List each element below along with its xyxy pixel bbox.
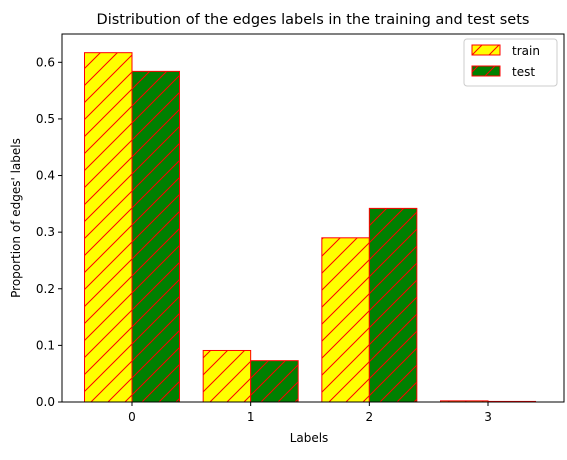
legend-label: train (512, 44, 540, 58)
bar-hatch (250, 360, 299, 403)
y-tick-label: 0.2 (36, 282, 55, 296)
bar-hatch (202, 349, 252, 403)
chart-title: Distribution of the edges labels in the … (97, 12, 530, 28)
y-axis-label: Proportion of edges' labels (9, 138, 23, 298)
x-axis-label: Labels (290, 431, 329, 445)
legend-item-test: test (471, 65, 535, 79)
bar-hatch (321, 237, 370, 403)
x-tick-label: 1 (247, 410, 255, 424)
x-tick-label: 2 (366, 410, 374, 424)
legend-swatch (471, 44, 501, 56)
y-tick-label: 0.3 (36, 225, 55, 239)
y-tick-label: 0.6 (36, 55, 55, 69)
y-tick-label: 0.1 (36, 338, 55, 352)
legend-label: test (512, 65, 535, 79)
ticks-layer: 0 1 2 3 0.0 0.1 0.2 0.3 0.4 0.5 0.6 (36, 55, 492, 424)
y-tick-label: 0.5 (36, 112, 55, 126)
bar-test-0 (131, 70, 180, 403)
bar-hatch (84, 52, 133, 403)
legend: train test (463, 38, 558, 87)
bar-train-0 (84, 52, 133, 403)
bar-test-1 (250, 360, 299, 403)
x-tick-label: 0 (128, 410, 136, 424)
bars-layer (84, 52, 537, 403)
bar-hatch (368, 207, 418, 403)
bar-train-1 (202, 349, 252, 403)
plot-area-frame (61, 33, 565, 403)
y-tick-label: 0.0 (36, 395, 55, 409)
legend-item-train: train (471, 44, 540, 58)
bar-hatch (131, 70, 180, 403)
legend-swatch (471, 65, 501, 77)
bar-train-2 (321, 237, 370, 403)
bar-test-2 (368, 207, 418, 403)
x-tick-label: 3 (484, 410, 492, 424)
y-tick-label: 0.4 (36, 169, 55, 183)
